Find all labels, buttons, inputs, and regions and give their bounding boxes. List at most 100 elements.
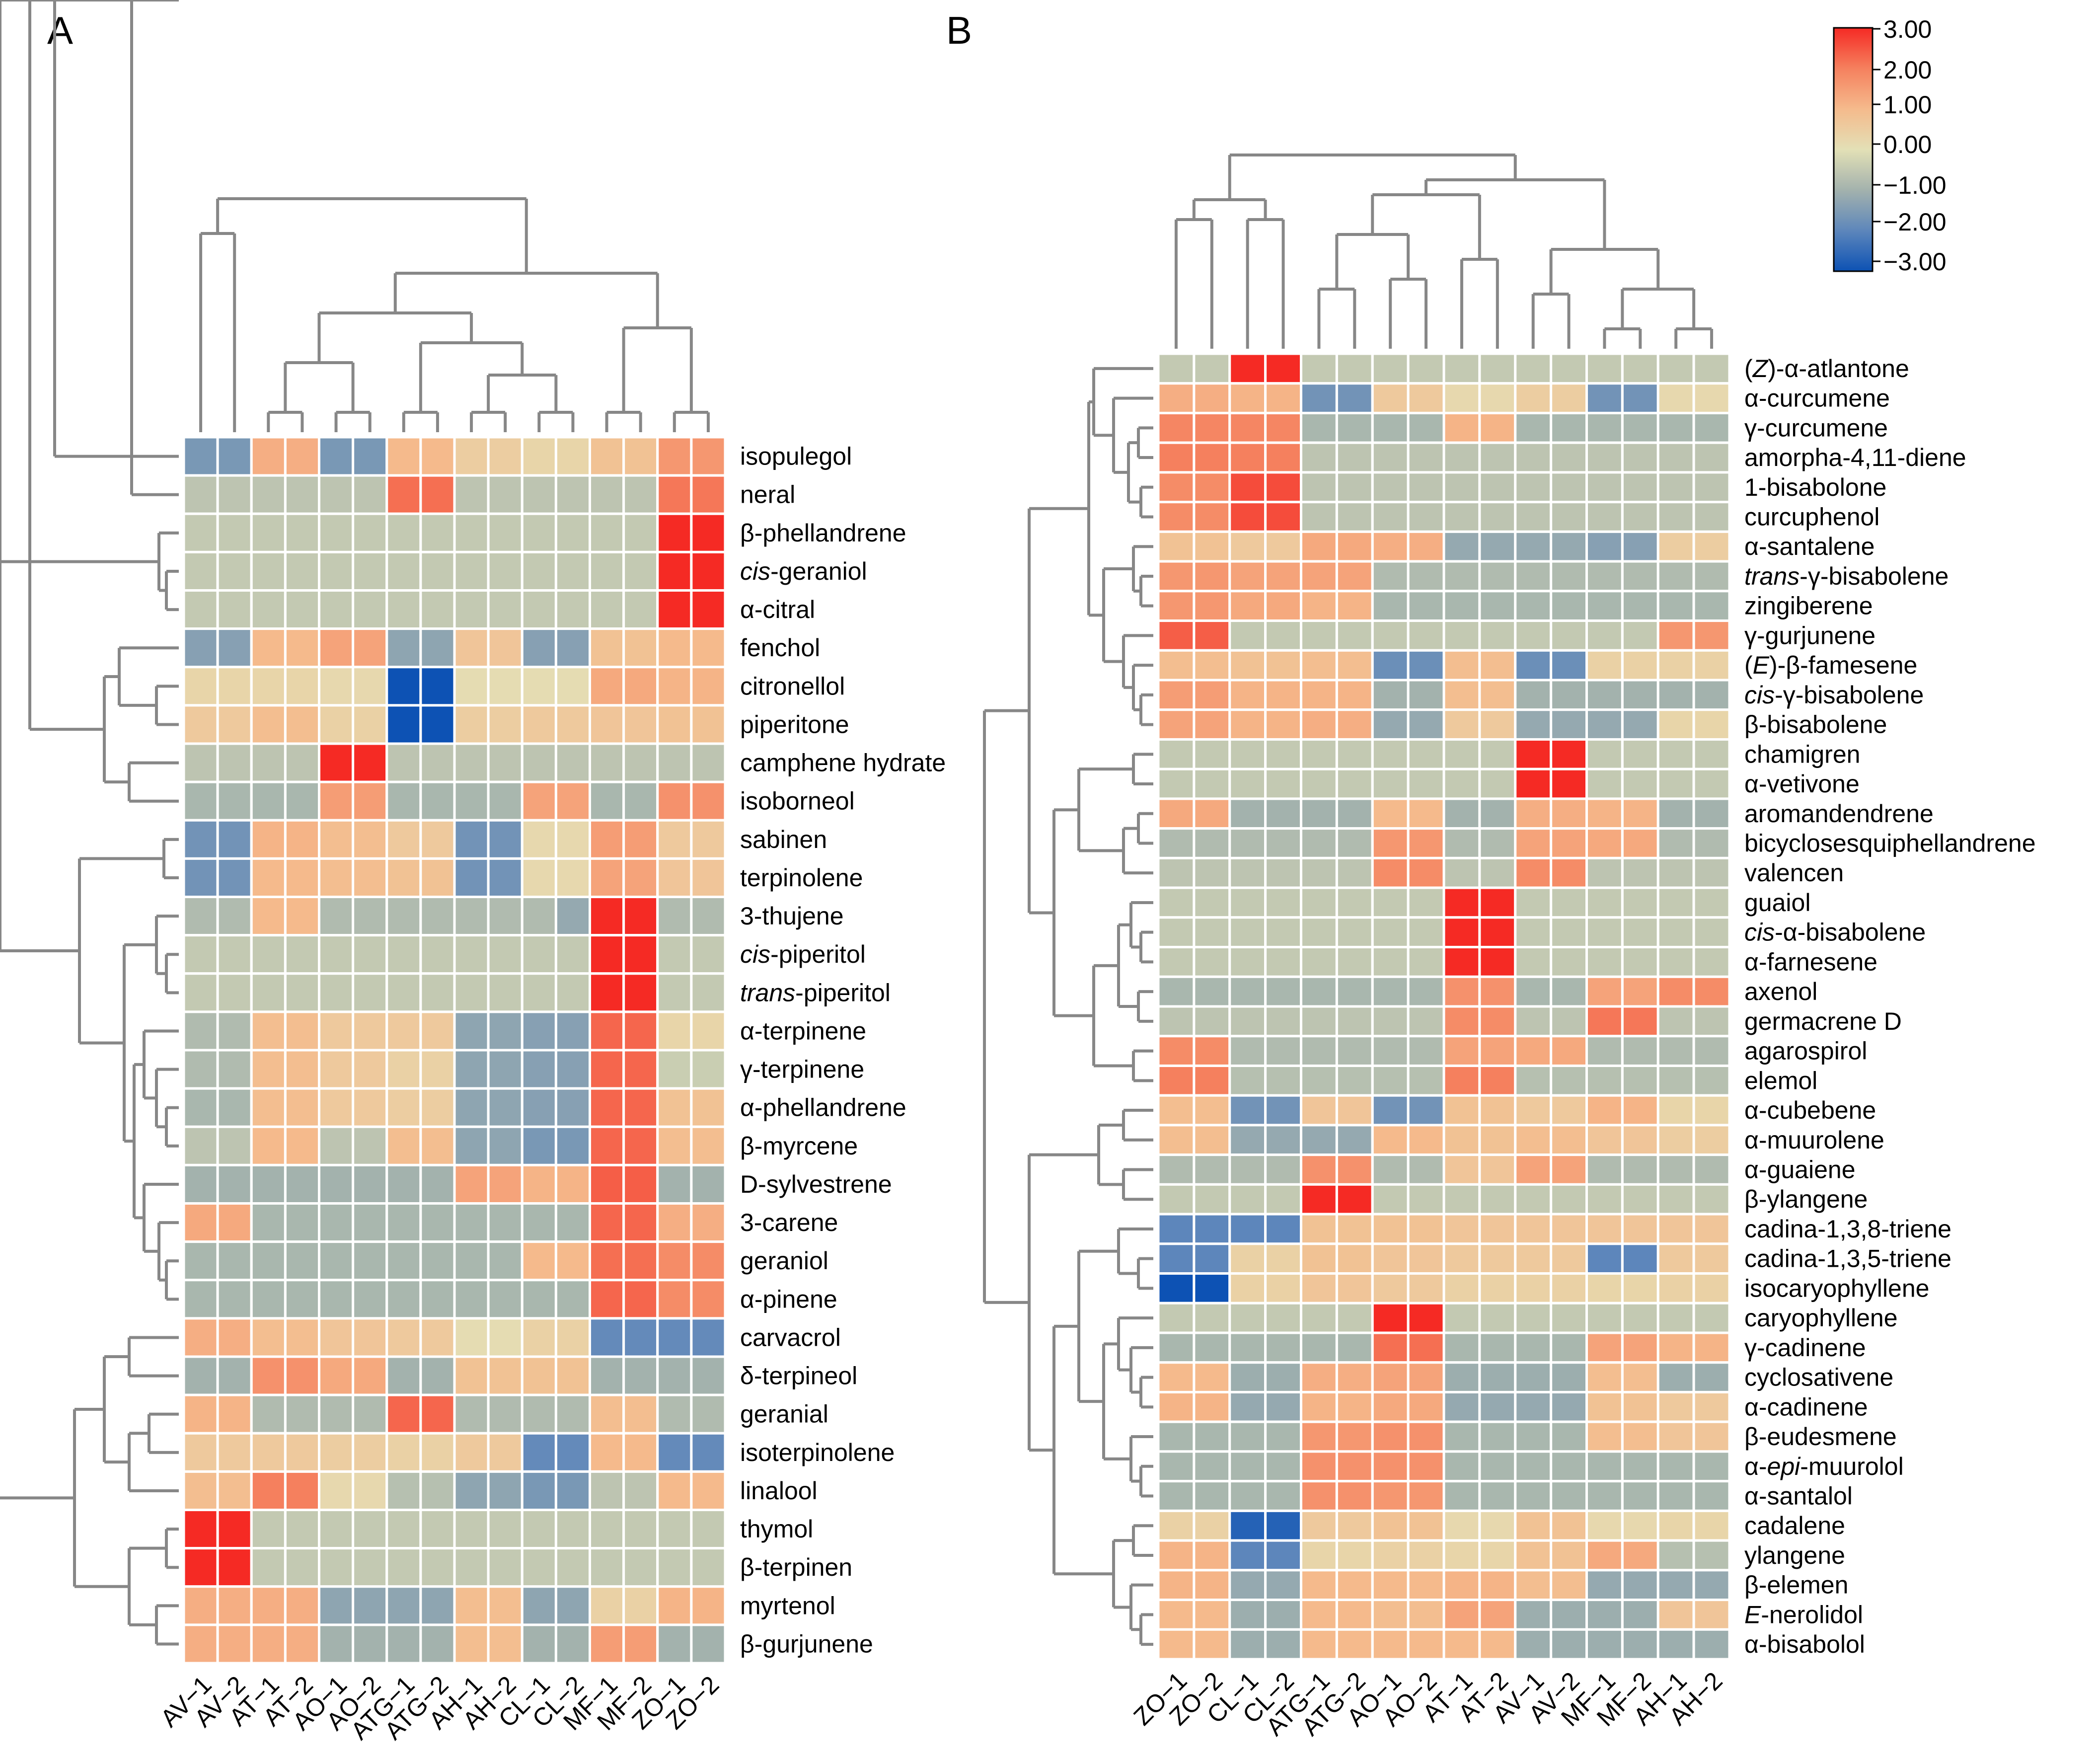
heatmap-cell [352, 627, 388, 669]
heatmap-cell [453, 512, 490, 553]
heatmap-cell [1228, 1064, 1267, 1097]
heatmap-cell [1371, 886, 1410, 919]
heatmap-cell [1228, 530, 1267, 563]
heatmap-cell [656, 857, 693, 898]
heatmap-cell [1692, 471, 1731, 504]
heatmap-cell [1550, 619, 1588, 652]
heatmap-cell [554, 436, 591, 477]
heatmap-cell [1228, 708, 1267, 741]
heatmap-cell [521, 627, 557, 669]
heatmap-cell [352, 1240, 388, 1282]
heatmap-cell [622, 1163, 659, 1205]
heatmap-cell [622, 972, 659, 1013]
heatmap-cell [216, 742, 253, 783]
heatmap-cell [1228, 975, 1267, 1008]
heatmap-cell [1621, 886, 1659, 919]
row-label: geraniol [740, 1247, 828, 1275]
row-label: isoterpinolene [740, 1439, 895, 1466]
heatmap-cell [1228, 649, 1267, 682]
heatmap-cell [1193, 946, 1231, 978]
heatmap-cell [1407, 1509, 1445, 1542]
heatmap-cell [1478, 1035, 1517, 1067]
heatmap-cell [1514, 560, 1553, 593]
heatmap-cell [1478, 679, 1517, 711]
row-label: β-gurjunene [740, 1630, 873, 1658]
heatmap-cell [690, 1355, 727, 1396]
heatmap-cell [622, 1432, 659, 1473]
heatmap-cell [690, 1470, 727, 1511]
heatmap-cell [284, 857, 320, 898]
row-label: α-epi-muurolol [1744, 1453, 1904, 1480]
heatmap-cell [419, 1125, 456, 1166]
heatmap-cell [352, 436, 388, 477]
heatmap-cell [1478, 708, 1517, 741]
heatmap-cell [1692, 1539, 1731, 1572]
heatmap-cell [521, 666, 557, 707]
heatmap-cell [1692, 975, 1731, 1008]
heatmap-cell [352, 1623, 388, 1665]
heatmap-cell [419, 1393, 456, 1435]
heatmap-cell [589, 1432, 625, 1473]
heatmap-cell [1264, 1361, 1302, 1393]
heatmap-cell [1335, 352, 1374, 385]
heatmap-cell [1407, 856, 1445, 889]
heatmap-cell [690, 1202, 727, 1243]
heatmap-cell [1228, 619, 1267, 652]
heatmap-cell [1550, 382, 1588, 414]
heatmap-cell [1585, 1302, 1624, 1334]
heatmap-cell [453, 1087, 490, 1128]
heatmap-cell [1335, 560, 1374, 593]
heatmap-cell [1157, 1390, 1196, 1423]
row-label: 3-thujene [740, 902, 844, 930]
heatmap-cell [1228, 679, 1267, 711]
heatmap-cell [1656, 1272, 1695, 1304]
heatmap-cell [1550, 1628, 1588, 1661]
heatmap-cell [419, 972, 456, 1013]
heatmap-cell [1656, 797, 1695, 830]
heatmap-cell [1335, 1599, 1374, 1631]
heatmap-cell [385, 742, 422, 783]
row-label: isoborneol [740, 787, 855, 815]
heatmap-cell [1478, 916, 1517, 949]
heatmap-cell [385, 627, 422, 669]
heatmap-cell [1264, 590, 1302, 622]
heatmap-cell [1442, 560, 1481, 593]
row-label: α-cadinene [1744, 1393, 1868, 1421]
heatmap-cell [1228, 560, 1267, 593]
heatmap-cell [1478, 1569, 1517, 1602]
heatmap-cell [1157, 411, 1196, 444]
heatmap-cell [1478, 946, 1517, 978]
heatmap-cell [284, 972, 320, 1013]
heatmap-cell [521, 436, 557, 477]
heatmap-cell [1264, 501, 1302, 533]
heatmap-cell [1550, 975, 1588, 1008]
heatmap-cell [1442, 1242, 1481, 1275]
heatmap-cell [1621, 382, 1659, 414]
heatmap-cell [1692, 1599, 1731, 1631]
row-label: axenol [1744, 978, 1817, 1005]
row-label: β-phellandrene [740, 519, 906, 547]
heatmap-cell [521, 1355, 557, 1396]
heatmap-cell [1656, 1035, 1695, 1067]
heatmap-cell [1585, 1064, 1624, 1097]
heatmap-cell [1621, 679, 1659, 711]
row-label: fenchol [740, 634, 820, 662]
row-label: α-bisabolol [1744, 1630, 1865, 1658]
heatmap-cell [385, 589, 422, 630]
heatmap-cell [1514, 916, 1553, 949]
row-label: β-ylangene [1744, 1185, 1868, 1213]
row-label: carvacrol [740, 1323, 841, 1351]
heatmap-cell [589, 512, 625, 553]
heatmap-cell [521, 1087, 557, 1128]
heatmap-cell [453, 1163, 490, 1205]
heatmap-cell [1656, 1539, 1695, 1572]
heatmap-cell [521, 1279, 557, 1320]
heatmap-cell [1193, 738, 1231, 770]
heatmap-cell [1442, 1480, 1481, 1512]
heatmap-cell [1335, 767, 1374, 800]
heatmap-cell [554, 896, 591, 937]
heatmap-cell [1264, 649, 1302, 682]
heatmap-cell [284, 780, 320, 822]
